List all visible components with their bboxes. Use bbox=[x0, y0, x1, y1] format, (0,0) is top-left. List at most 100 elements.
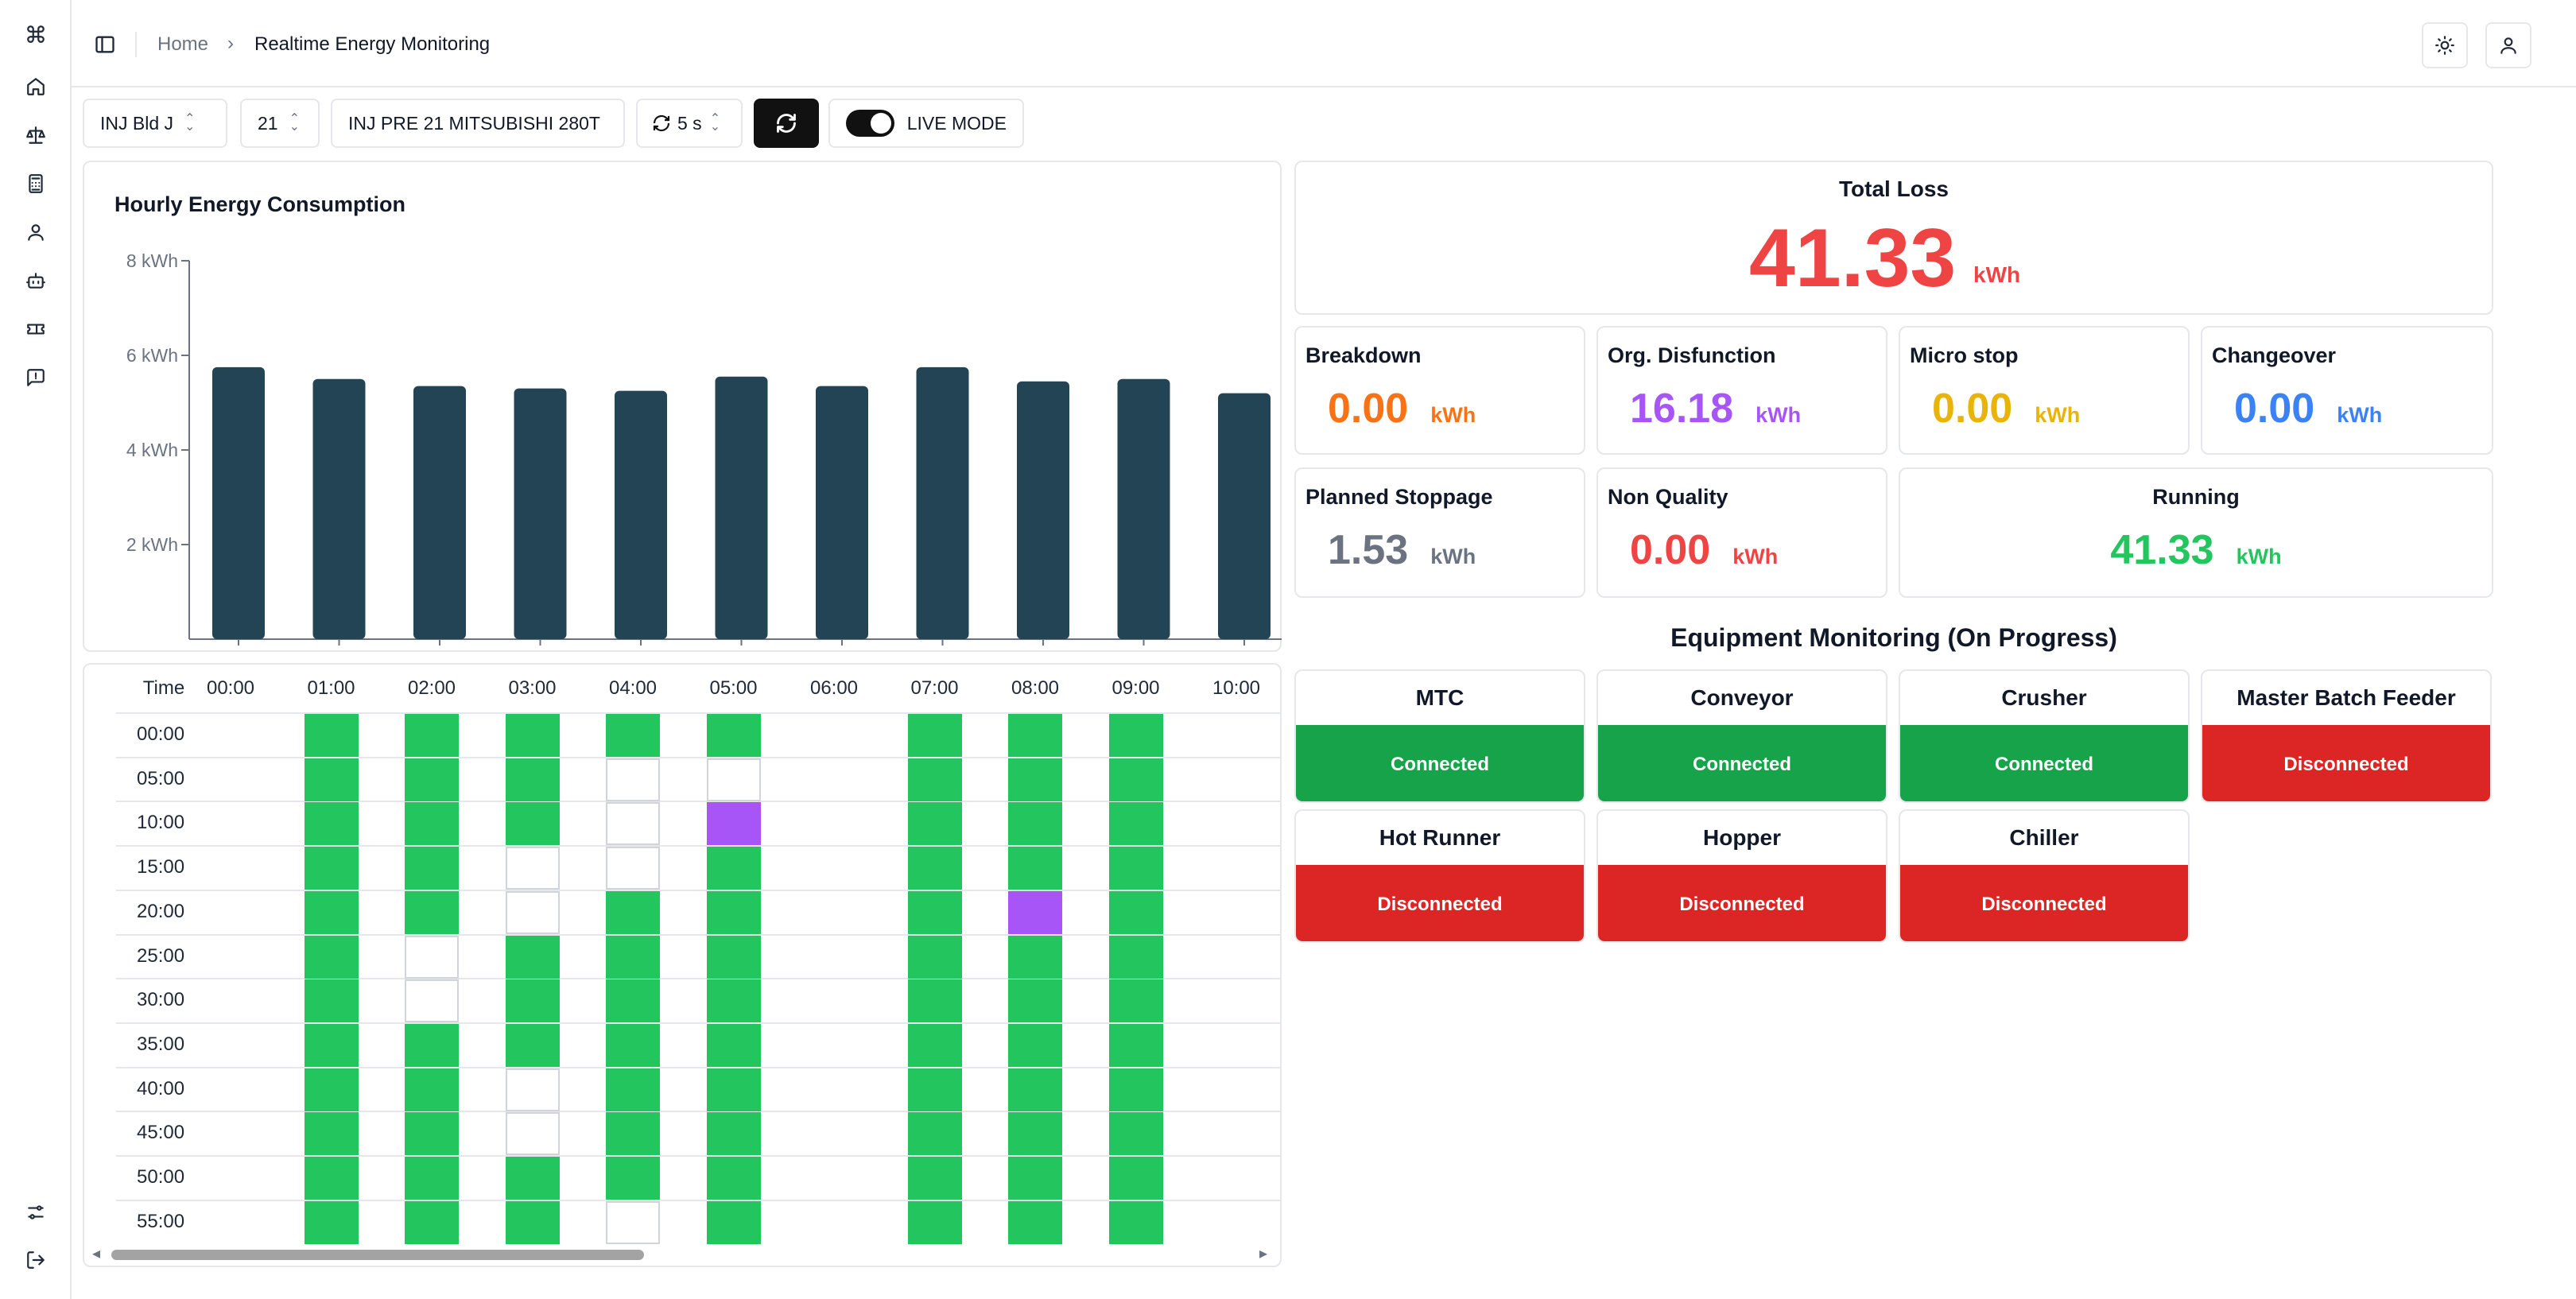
heatmap-cell[interactable] bbox=[405, 802, 459, 846]
heatmap-cell[interactable] bbox=[1108, 1200, 1163, 1244]
heatmap-cell[interactable] bbox=[1008, 802, 1062, 846]
heatmap-cell[interactable] bbox=[505, 1200, 560, 1244]
ticket-icon[interactable] bbox=[25, 319, 46, 339]
heatmap-cell[interactable] bbox=[1108, 802, 1163, 846]
scale-icon[interactable] bbox=[25, 125, 46, 145]
heatmap-cell[interactable] bbox=[505, 1157, 560, 1200]
user-icon[interactable] bbox=[25, 222, 46, 242]
heatmap-cell[interactable] bbox=[304, 1068, 359, 1111]
heatmap-cell[interactable] bbox=[907, 1068, 962, 1111]
heatmap-cell[interactable] bbox=[907, 1157, 962, 1200]
heatmap-cell[interactable] bbox=[505, 1023, 560, 1067]
heatmap-cell[interactable] bbox=[405, 847, 459, 890]
scrollbar-thumb[interactable] bbox=[111, 1250, 644, 1260]
heatmap-cell[interactable] bbox=[907, 714, 962, 757]
heatmap-cell[interactable] bbox=[304, 1112, 359, 1156]
heatmap-cell[interactable] bbox=[505, 1112, 560, 1156]
heatmap-cell[interactable] bbox=[304, 935, 359, 979]
heatmap-cell[interactable] bbox=[1008, 1112, 1062, 1156]
heatmap-cell[interactable] bbox=[1108, 847, 1163, 890]
heatmap-cell[interactable] bbox=[505, 714, 560, 757]
heatmap-cell[interactable] bbox=[1108, 979, 1163, 1023]
heatmap-cell[interactable] bbox=[505, 935, 560, 979]
heatmap-cell[interactable] bbox=[606, 979, 660, 1023]
heatmap-cell[interactable] bbox=[606, 802, 660, 846]
heatmap-cell[interactable] bbox=[505, 758, 560, 801]
refresh-button[interactable] bbox=[754, 99, 819, 148]
heatmap-cell[interactable] bbox=[304, 1157, 359, 1200]
heatmap-cell[interactable] bbox=[304, 714, 359, 757]
heatmap-cell[interactable] bbox=[606, 1200, 660, 1244]
heatmap-cell[interactable] bbox=[1008, 714, 1062, 757]
heatmap-cell[interactable] bbox=[304, 847, 359, 890]
theme-toggle-button[interactable] bbox=[2422, 22, 2468, 68]
message-icon[interactable] bbox=[25, 367, 46, 388]
heatmap-cell[interactable] bbox=[606, 935, 660, 979]
sliders-icon[interactable] bbox=[25, 1202, 46, 1223]
heatmap-cell[interactable] bbox=[505, 802, 560, 846]
heatmap-cell[interactable] bbox=[606, 1157, 660, 1200]
heatmap-cell[interactable] bbox=[606, 758, 660, 801]
heatmap-cell[interactable] bbox=[907, 1023, 962, 1067]
heatmap-cell[interactable] bbox=[606, 1112, 660, 1156]
sidebar-toggle-icon[interactable] bbox=[94, 33, 116, 56]
heatmap-cell[interactable] bbox=[907, 1200, 962, 1244]
heatmap-cell[interactable] bbox=[405, 1068, 459, 1111]
heatmap-cell[interactable] bbox=[606, 1068, 660, 1111]
line-select[interactable]: 21 ⌃ ⌄ bbox=[240, 99, 320, 148]
heatmap-cell[interactable] bbox=[706, 979, 761, 1023]
heatmap-cell[interactable] bbox=[405, 1112, 459, 1156]
heatmap-cell[interactable] bbox=[1008, 1200, 1062, 1244]
heatmap-cell[interactable] bbox=[405, 979, 459, 1023]
heatmap-cell[interactable] bbox=[1108, 1023, 1163, 1067]
home-icon[interactable] bbox=[25, 76, 46, 97]
heatmap-cell[interactable] bbox=[304, 802, 359, 846]
heatmap-cell[interactable] bbox=[1008, 935, 1062, 979]
heatmap-cell[interactable] bbox=[706, 935, 761, 979]
scroll-right-icon[interactable]: ▸ bbox=[1259, 1245, 1268, 1262]
heatmap-cell[interactable] bbox=[907, 1112, 962, 1156]
heatmap-cell[interactable] bbox=[1008, 847, 1062, 890]
bot-icon[interactable] bbox=[25, 270, 46, 291]
heatmap-cell[interactable] bbox=[706, 714, 761, 757]
heatmap-cell[interactable] bbox=[1108, 935, 1163, 979]
heatmap-cell[interactable] bbox=[706, 1200, 761, 1244]
heatmap-cell[interactable] bbox=[1108, 1157, 1163, 1200]
heatmap-cell[interactable] bbox=[405, 935, 459, 979]
heatmap-cell[interactable] bbox=[907, 758, 962, 801]
heatmap-cell[interactable] bbox=[1108, 890, 1163, 934]
heatmap-cell[interactable] bbox=[304, 979, 359, 1023]
heatmap-cell[interactable] bbox=[1008, 758, 1062, 801]
user-menu-button[interactable] bbox=[2485, 22, 2531, 68]
heatmap-cell[interactable] bbox=[1108, 714, 1163, 757]
heatmap-cell[interactable] bbox=[505, 1068, 560, 1111]
heatmap-cell[interactable] bbox=[706, 1157, 761, 1200]
heatmap-cell[interactable] bbox=[405, 890, 459, 934]
heatmap-cell[interactable] bbox=[405, 1157, 459, 1200]
heatmap-cell[interactable] bbox=[907, 979, 962, 1023]
calculator-icon[interactable] bbox=[25, 173, 46, 194]
command-icon[interactable] bbox=[25, 24, 46, 45]
heatmap-cell[interactable] bbox=[606, 890, 660, 934]
heatmap-cell[interactable] bbox=[405, 1200, 459, 1244]
heatmap-cell[interactable] bbox=[304, 890, 359, 934]
heatmap-cell[interactable] bbox=[1008, 1068, 1062, 1111]
heatmap-cell[interactable] bbox=[1108, 758, 1163, 801]
heatmap-cell[interactable] bbox=[1108, 1068, 1163, 1111]
heatmap-cell[interactable] bbox=[405, 758, 459, 801]
heatmap-cell[interactable] bbox=[405, 1023, 459, 1067]
heatmap-cell[interactable] bbox=[907, 802, 962, 846]
heatmap-cell[interactable] bbox=[706, 1068, 761, 1111]
heatmap-cell[interactable] bbox=[706, 1112, 761, 1156]
heatmap-scrollbar[interactable]: ◂ ▸ bbox=[83, 1242, 1282, 1266]
heatmap-cell[interactable] bbox=[304, 1023, 359, 1067]
heatmap-cell[interactable] bbox=[706, 758, 761, 801]
building-select[interactable]: INJ Bld J ⌃ ⌄ bbox=[83, 99, 227, 148]
heatmap-cell[interactable] bbox=[405, 714, 459, 757]
logout-icon[interactable] bbox=[25, 1250, 46, 1270]
heatmap-cell[interactable] bbox=[1008, 890, 1062, 934]
heatmap-cell[interactable] bbox=[907, 890, 962, 934]
heatmap-cell[interactable] bbox=[907, 935, 962, 979]
heatmap-cell[interactable] bbox=[706, 1023, 761, 1067]
heatmap-cell[interactable] bbox=[606, 847, 660, 890]
